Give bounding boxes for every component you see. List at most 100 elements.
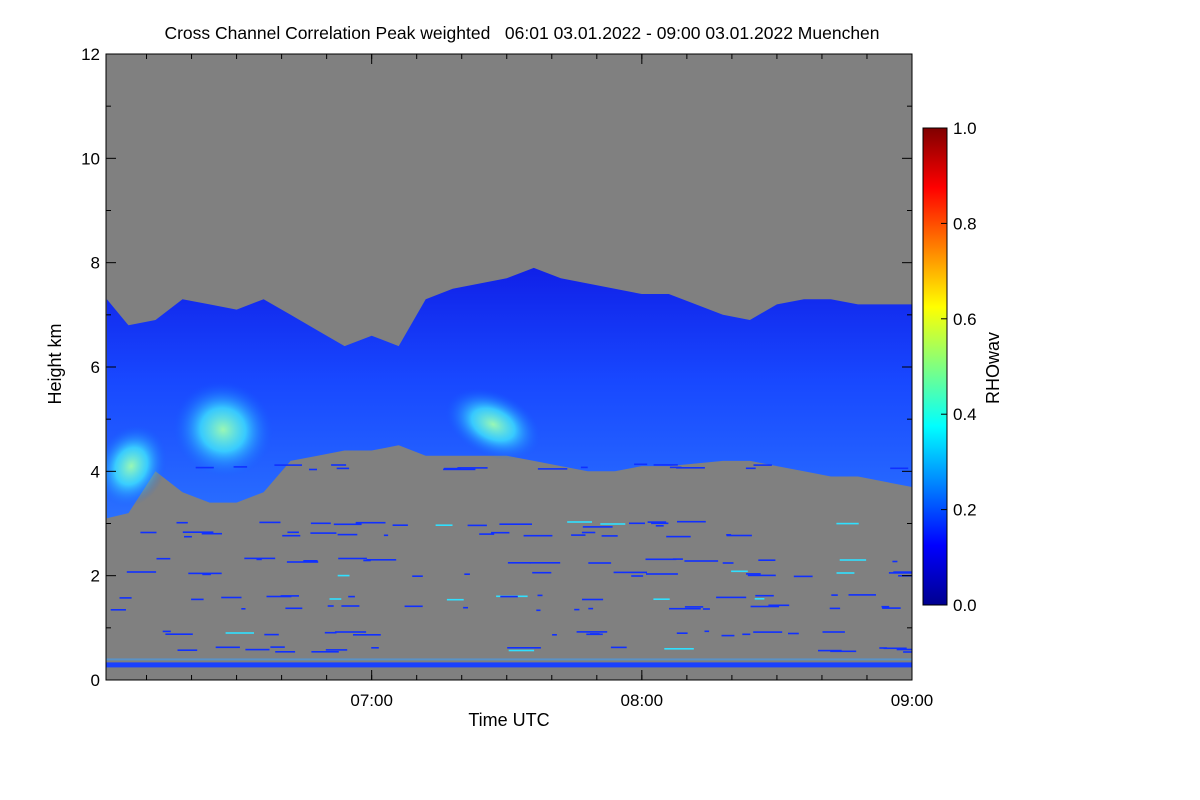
heatmap-layer bbox=[106, 267, 912, 668]
speckle-mark bbox=[768, 604, 790, 607]
speckle-mark bbox=[371, 647, 379, 649]
speckle-mark bbox=[839, 559, 867, 561]
speckle-mark bbox=[336, 467, 350, 470]
speckle-mark bbox=[412, 575, 423, 577]
y-tick-label: 2 bbox=[91, 567, 100, 586]
near-surface-layer bbox=[106, 662, 912, 668]
speckle-mark bbox=[507, 647, 541, 649]
speckle-mark bbox=[363, 559, 371, 562]
speckle-mark bbox=[647, 521, 667, 523]
speckle-mark bbox=[755, 594, 774, 597]
y-tick-label: 0 bbox=[91, 671, 100, 690]
speckle-mark bbox=[184, 535, 192, 538]
speckle-mark bbox=[750, 605, 780, 608]
speckle-mark bbox=[537, 468, 568, 470]
colorbar-tick-label: 0.4 bbox=[953, 405, 977, 424]
speckle-mark bbox=[669, 607, 701, 610]
speckle-mark bbox=[245, 648, 270, 651]
speckle-mark bbox=[601, 535, 618, 537]
speckle-mark bbox=[731, 570, 748, 573]
speckle-mark bbox=[830, 650, 857, 653]
speckle-mark bbox=[310, 532, 337, 534]
speckle-mark bbox=[552, 634, 557, 636]
speckle-mark bbox=[896, 648, 912, 651]
speckle-mark bbox=[629, 522, 645, 525]
speckle-mark bbox=[666, 535, 691, 538]
speckle-mark bbox=[653, 598, 670, 600]
speckle-mark bbox=[333, 523, 362, 526]
speckle-mark bbox=[753, 631, 783, 633]
speckle-mark bbox=[233, 466, 248, 468]
colorbar-label: RHOwav bbox=[983, 332, 1003, 404]
speckle-mark bbox=[610, 646, 627, 649]
speckle-mark bbox=[355, 521, 386, 524]
speckle-mark bbox=[446, 598, 464, 601]
speckle-mark bbox=[600, 523, 626, 525]
speckle-mark bbox=[571, 534, 586, 536]
speckle-mark bbox=[274, 464, 302, 466]
speckle-mark bbox=[576, 631, 608, 633]
speckle-mark bbox=[244, 557, 276, 560]
speckle-mark bbox=[202, 573, 211, 576]
speckle-mark bbox=[463, 606, 468, 609]
speckle-mark bbox=[435, 524, 453, 526]
speckle-mark bbox=[443, 467, 461, 470]
speckle-mark bbox=[753, 464, 772, 466]
speckle-mark bbox=[241, 608, 246, 610]
speckle-mark bbox=[329, 598, 342, 600]
speckle-mark bbox=[745, 467, 756, 470]
speckle-mark bbox=[479, 533, 495, 535]
speckle-mark bbox=[836, 522, 859, 525]
speckle-mark bbox=[500, 595, 518, 598]
speckle-mark bbox=[309, 468, 317, 471]
colorbar-tick-label: 0.0 bbox=[953, 596, 977, 615]
speckle-mark bbox=[831, 594, 838, 596]
speckle-mark bbox=[499, 523, 532, 525]
speckle-mark bbox=[182, 531, 214, 533]
speckle-mark bbox=[634, 463, 648, 466]
speckle-mark bbox=[726, 534, 752, 537]
speckle-mark bbox=[256, 558, 262, 561]
speckle-mark bbox=[221, 596, 242, 599]
speckle-mark bbox=[536, 609, 541, 612]
speckle-mark bbox=[742, 633, 751, 636]
speckle-mark bbox=[651, 522, 669, 525]
x-axis-label: Time UTC bbox=[468, 710, 549, 730]
speckle-mark bbox=[669, 466, 682, 469]
speckle-mark bbox=[215, 646, 240, 649]
speckle-mark bbox=[574, 608, 580, 611]
colorbar-tick-label: 0.8 bbox=[953, 214, 977, 233]
x-axis: 07:00 08:00 09:00 bbox=[146, 54, 934, 710]
x-tick-label: 08:00 bbox=[621, 691, 664, 710]
x-tick-label: 09:00 bbox=[891, 691, 934, 710]
speckle-mark bbox=[586, 633, 603, 636]
speckle-mark bbox=[892, 560, 898, 563]
speckle-mark bbox=[383, 534, 389, 537]
speckle-mark bbox=[188, 572, 222, 575]
speckle-mark bbox=[726, 534, 732, 536]
speckle-mark bbox=[337, 533, 358, 536]
high-signal-patch bbox=[173, 381, 274, 478]
speckle-mark bbox=[890, 467, 909, 470]
speckle-mark bbox=[325, 649, 348, 651]
speckle-mark bbox=[704, 630, 710, 633]
speckle-mark bbox=[275, 651, 296, 653]
speckle-mark bbox=[270, 646, 285, 648]
speckle-mark bbox=[532, 571, 552, 574]
speckle-mark bbox=[266, 595, 292, 598]
speckle-mark bbox=[793, 575, 813, 578]
speckle-mark bbox=[684, 606, 704, 608]
speckle-mark bbox=[822, 631, 845, 633]
colorbar-tick-label: 0.2 bbox=[953, 501, 977, 520]
speckle-mark bbox=[677, 520, 706, 523]
speckle-mark bbox=[676, 467, 705, 469]
speckle-mark bbox=[882, 607, 901, 609]
speckle-mark bbox=[177, 649, 198, 651]
speckle-mark bbox=[893, 571, 912, 573]
y-axis-label: Height km bbox=[45, 323, 65, 404]
speckle-mark bbox=[338, 557, 367, 560]
speckle-mark bbox=[655, 525, 664, 527]
speckle-mark bbox=[537, 594, 543, 597]
speckle-mark bbox=[191, 598, 204, 601]
